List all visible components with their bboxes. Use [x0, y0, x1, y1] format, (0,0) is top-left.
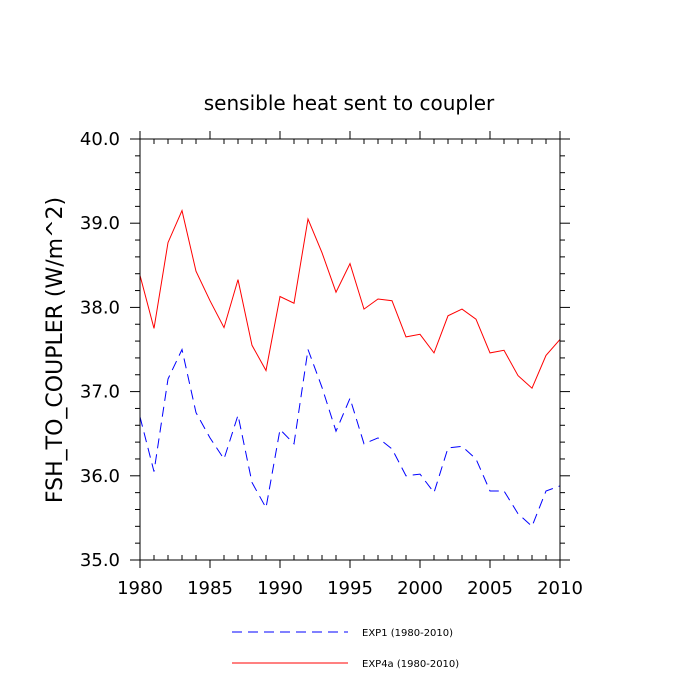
x-tick-label: 2005	[467, 578, 513, 599]
y-tick-label: 35.0	[80, 550, 120, 571]
x-tick-label: 1990	[257, 578, 303, 599]
y-tick-label: 36.0	[80, 466, 120, 487]
legend: EXP1 (1980-2010) EXP4a (1980-2010)	[232, 628, 459, 670]
series-line-2	[139, 209, 561, 390]
x-tick-label: 2010	[537, 578, 583, 599]
x-tick-label: 2000	[397, 578, 443, 599]
x-tick-label: 1995	[327, 578, 373, 599]
y-tick-label: 38.0	[80, 297, 120, 318]
axis-ticks: 1980 1985 1990 1995 2000 2005 2010 35.0 36.0 37.0…	[80, 129, 583, 599]
y-tick-label: 39.0	[80, 213, 120, 234]
legend-label-1: EXP1 (1980-2010)	[362, 628, 453, 639]
x-tick-label: 1980	[117, 578, 163, 599]
y-axis-label: FSH_TO_COUPLER (W/m^2)	[43, 197, 68, 503]
chart-title: sensible heat sent to coupler	[204, 91, 495, 115]
legend-label-2: EXP4a (1980-2010)	[362, 659, 459, 670]
plot-frame	[139, 138, 561, 561]
series-line-1	[139, 347, 561, 528]
y-tick-label: 40.0	[80, 129, 120, 150]
x-tick-label: 1985	[187, 578, 233, 599]
y-tick-label: 37.0	[80, 382, 120, 403]
series-lines	[139, 209, 561, 528]
